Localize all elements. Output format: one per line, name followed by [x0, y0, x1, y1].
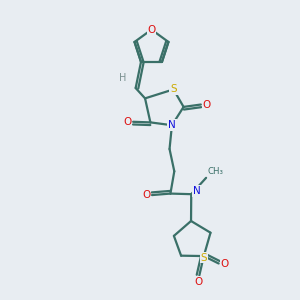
- Text: O: O: [202, 100, 211, 110]
- Text: O: O: [123, 117, 131, 127]
- Text: O: O: [195, 277, 203, 287]
- Text: S: S: [170, 84, 177, 94]
- Text: N: N: [193, 186, 200, 196]
- Text: H: H: [119, 73, 127, 82]
- Text: O: O: [147, 25, 156, 34]
- Text: N: N: [168, 120, 176, 130]
- Text: CH₃: CH₃: [208, 167, 224, 176]
- Text: O: O: [220, 259, 229, 269]
- Text: S: S: [200, 253, 207, 262]
- Text: O: O: [142, 190, 150, 200]
